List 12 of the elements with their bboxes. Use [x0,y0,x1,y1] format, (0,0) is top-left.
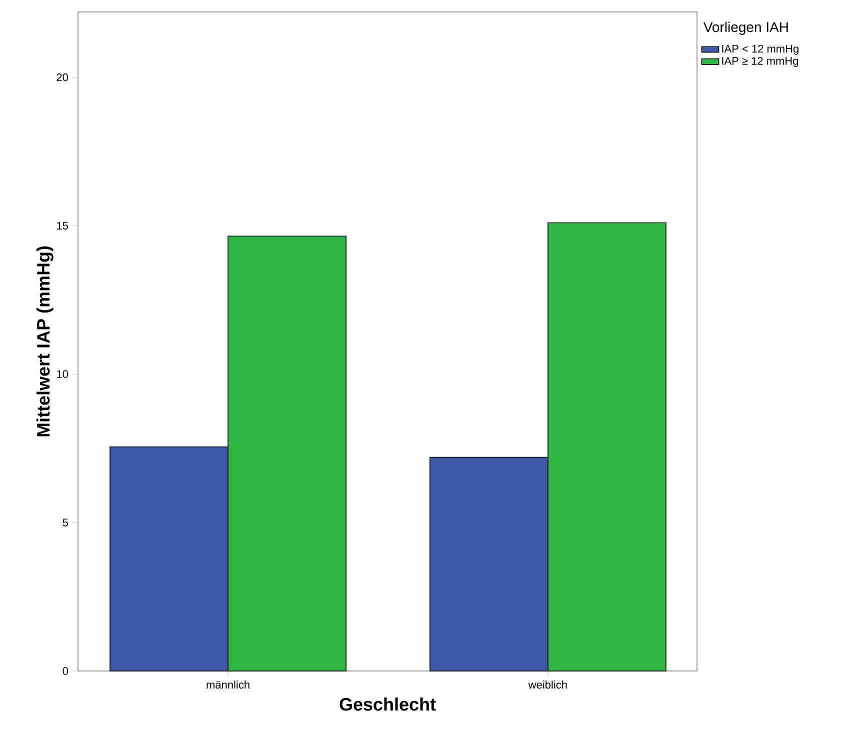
y-axis-title: Mittelwert IAP (mmHg) [36,246,54,436]
legend-label: IAP ≥ 12 mmHg [722,57,798,67]
x-axis-title: Geschlecht [340,697,436,711]
y-tick-label: 20 [56,73,68,82]
x-tick-label: weiblich [528,680,567,689]
x-tick-label: männlich [206,680,250,689]
legend-title: Vorliegen IAH [703,22,788,35]
y-tick-label: 5 [62,518,68,526]
y-tick-label: 0 [62,667,68,675]
y-tick-label: 10 [57,370,68,378]
y-tick-label: 15 [57,222,68,230]
legend-label: IAP < 12 mmHg [722,44,798,55]
